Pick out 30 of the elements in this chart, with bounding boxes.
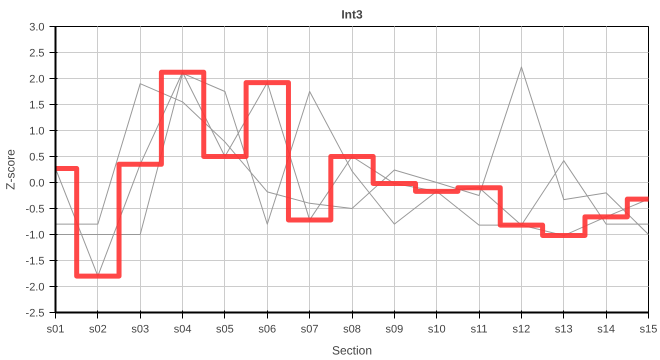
y-tick-label: -2.0: [26, 282, 45, 294]
y-tick-label: 2.5: [29, 48, 45, 60]
y-tick-label: 1.0: [29, 126, 45, 138]
y-tick-label: -1.5: [26, 256, 45, 268]
x-tick-label: s12: [512, 324, 530, 336]
chart-title: Int3: [341, 8, 363, 22]
x-tick-label: s07: [300, 324, 319, 336]
y-tick-label: 0.0: [29, 178, 45, 190]
x-tick-label: s09: [385, 324, 404, 336]
x-tick-label: s04: [174, 324, 192, 336]
x-tick-label: s06: [258, 324, 276, 336]
x-tick-label: s13: [554, 324, 573, 336]
y-tick-label: 1.5: [29, 100, 45, 112]
y-tick-label: -1.0: [26, 230, 45, 242]
x-tick-label: s11: [470, 324, 488, 336]
y-tick-label: 3.0: [29, 22, 45, 34]
y-tick-label: -0.5: [26, 204, 45, 216]
y-tick-label: 2.0: [29, 74, 45, 86]
x-tick-label: s15: [640, 324, 658, 336]
x-tick-label: s01: [46, 324, 64, 336]
x-tick-label: s10: [428, 324, 446, 336]
x-tick-label: s03: [131, 324, 150, 336]
x-tick-label: s14: [597, 324, 616, 336]
x-axis-title: Section: [332, 344, 372, 358]
y-tick-label: 0.5: [29, 152, 45, 164]
y-axis-title: Z-score: [4, 148, 18, 190]
y-tick-label: -2.5: [26, 308, 45, 320]
x-tick-label: s02: [88, 324, 107, 336]
x-tick-label: s05: [216, 324, 234, 336]
x-tick-label: s08: [343, 324, 361, 336]
